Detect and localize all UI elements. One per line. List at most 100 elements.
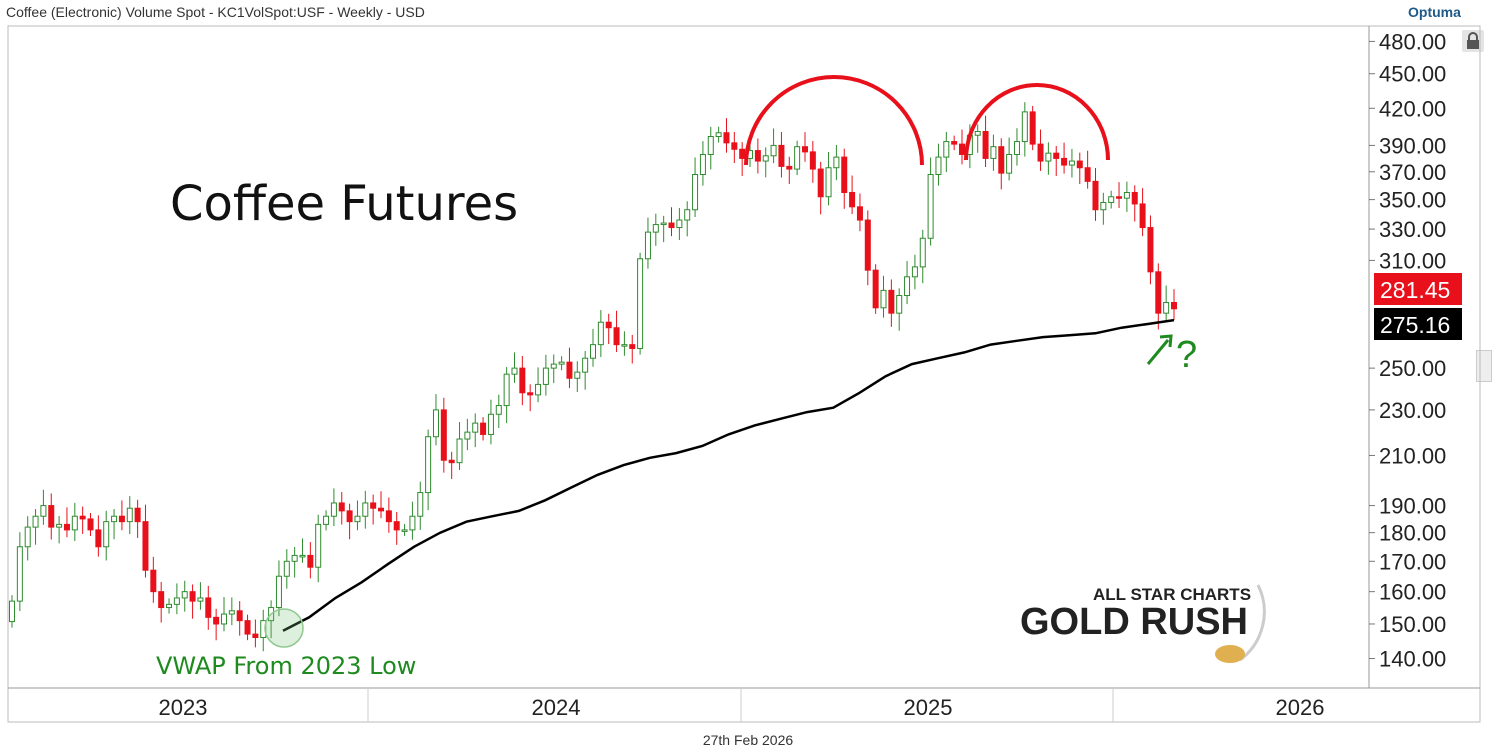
candle bbox=[95, 529, 102, 548]
candle bbox=[699, 153, 706, 175]
candle bbox=[1163, 302, 1170, 314]
candle bbox=[801, 146, 808, 153]
vwap-price-box bbox=[1374, 308, 1462, 340]
candle bbox=[896, 295, 903, 314]
candle bbox=[283, 560, 290, 577]
candle bbox=[998, 146, 1005, 174]
candle bbox=[629, 344, 636, 349]
candle bbox=[244, 620, 251, 635]
y-tick-label: 370.00 bbox=[1379, 160, 1446, 185]
candle bbox=[637, 258, 644, 349]
y-tick-label: 250.00 bbox=[1379, 356, 1446, 381]
candle bbox=[707, 135, 714, 155]
candle bbox=[487, 413, 494, 435]
candle bbox=[118, 515, 125, 523]
y-tick-label: 230.00 bbox=[1379, 398, 1446, 423]
candle bbox=[40, 505, 47, 517]
vwap-price-label: 275.16 bbox=[1380, 312, 1450, 338]
candle bbox=[872, 269, 879, 309]
candle bbox=[1013, 141, 1020, 155]
candle bbox=[676, 219, 683, 229]
candle bbox=[252, 633, 259, 639]
x-tick-label: 2024 bbox=[532, 695, 581, 720]
candle bbox=[1171, 302, 1177, 310]
arrow-head bbox=[1159, 334, 1173, 348]
candle bbox=[825, 167, 832, 198]
candle bbox=[770, 144, 777, 157]
candle bbox=[1155, 271, 1162, 314]
candle bbox=[142, 521, 149, 571]
candle bbox=[189, 591, 196, 602]
vwap-label: VWAP From 2023 Low bbox=[156, 652, 416, 680]
candle bbox=[181, 591, 188, 599]
candle bbox=[87, 518, 94, 531]
candle bbox=[393, 521, 400, 531]
candle bbox=[1084, 167, 1091, 182]
chart-frame bbox=[7, 25, 1481, 723]
candle bbox=[1076, 160, 1083, 169]
candle bbox=[409, 515, 416, 531]
candle bbox=[1053, 152, 1060, 159]
footer-date: 27th Feb 2026 bbox=[703, 732, 794, 748]
candle bbox=[849, 192, 856, 208]
candle bbox=[864, 219, 871, 271]
candle bbox=[574, 371, 581, 379]
candle bbox=[959, 143, 966, 155]
candle bbox=[495, 405, 502, 415]
candle bbox=[362, 502, 369, 517]
candle bbox=[644, 231, 651, 260]
candle bbox=[566, 361, 573, 379]
arrow-shaft bbox=[1146, 339, 1170, 365]
x-tick-label: 2026 bbox=[1276, 695, 1325, 720]
x-tick-label: 2025 bbox=[904, 695, 953, 720]
candle bbox=[605, 321, 612, 329]
candle bbox=[982, 130, 989, 159]
candle bbox=[338, 502, 345, 512]
candle bbox=[809, 151, 816, 170]
candles-group bbox=[9, 102, 1177, 652]
candle bbox=[1100, 201, 1107, 211]
candle bbox=[723, 132, 730, 144]
candle bbox=[213, 616, 220, 625]
candle bbox=[48, 505, 55, 528]
candle bbox=[425, 436, 432, 494]
candle bbox=[652, 224, 659, 233]
candle bbox=[715, 132, 722, 137]
candle bbox=[621, 344, 628, 347]
candle bbox=[315, 523, 322, 568]
candle bbox=[1147, 227, 1154, 273]
candle bbox=[1037, 143, 1044, 162]
top-arc-right bbox=[964, 83, 1110, 161]
candle bbox=[794, 146, 801, 170]
candle bbox=[197, 597, 204, 602]
candle bbox=[519, 367, 526, 394]
candle bbox=[1061, 157, 1068, 166]
candle bbox=[275, 575, 282, 609]
candle bbox=[511, 367, 518, 375]
candle bbox=[582, 357, 589, 373]
candle bbox=[1045, 152, 1052, 162]
y-tick-label: 140.00 bbox=[1379, 647, 1446, 672]
candle bbox=[1029, 111, 1036, 145]
candle bbox=[166, 603, 173, 609]
candle bbox=[1092, 180, 1099, 211]
candle bbox=[9, 600, 15, 623]
candle bbox=[778, 144, 785, 167]
candle bbox=[550, 363, 557, 369]
candle bbox=[158, 591, 165, 609]
candle bbox=[346, 510, 353, 523]
lock-icon[interactable] bbox=[1462, 30, 1484, 52]
y-tick-label: 190.00 bbox=[1379, 494, 1446, 519]
last-price-tag: 281.45 bbox=[1374, 273, 1462, 305]
candle bbox=[173, 597, 180, 605]
candle bbox=[943, 141, 950, 158]
y-tick-label: 170.00 bbox=[1379, 549, 1446, 574]
candle bbox=[1006, 153, 1013, 174]
candle bbox=[370, 502, 377, 509]
brand-logo: Optuma bbox=[1408, 4, 1461, 20]
candle bbox=[385, 510, 392, 523]
instrument-title: Coffee (Electronic) Volume Spot - KC1Vol… bbox=[6, 4, 425, 20]
chart-title: Coffee Futures bbox=[170, 176, 518, 232]
candle bbox=[134, 507, 141, 523]
